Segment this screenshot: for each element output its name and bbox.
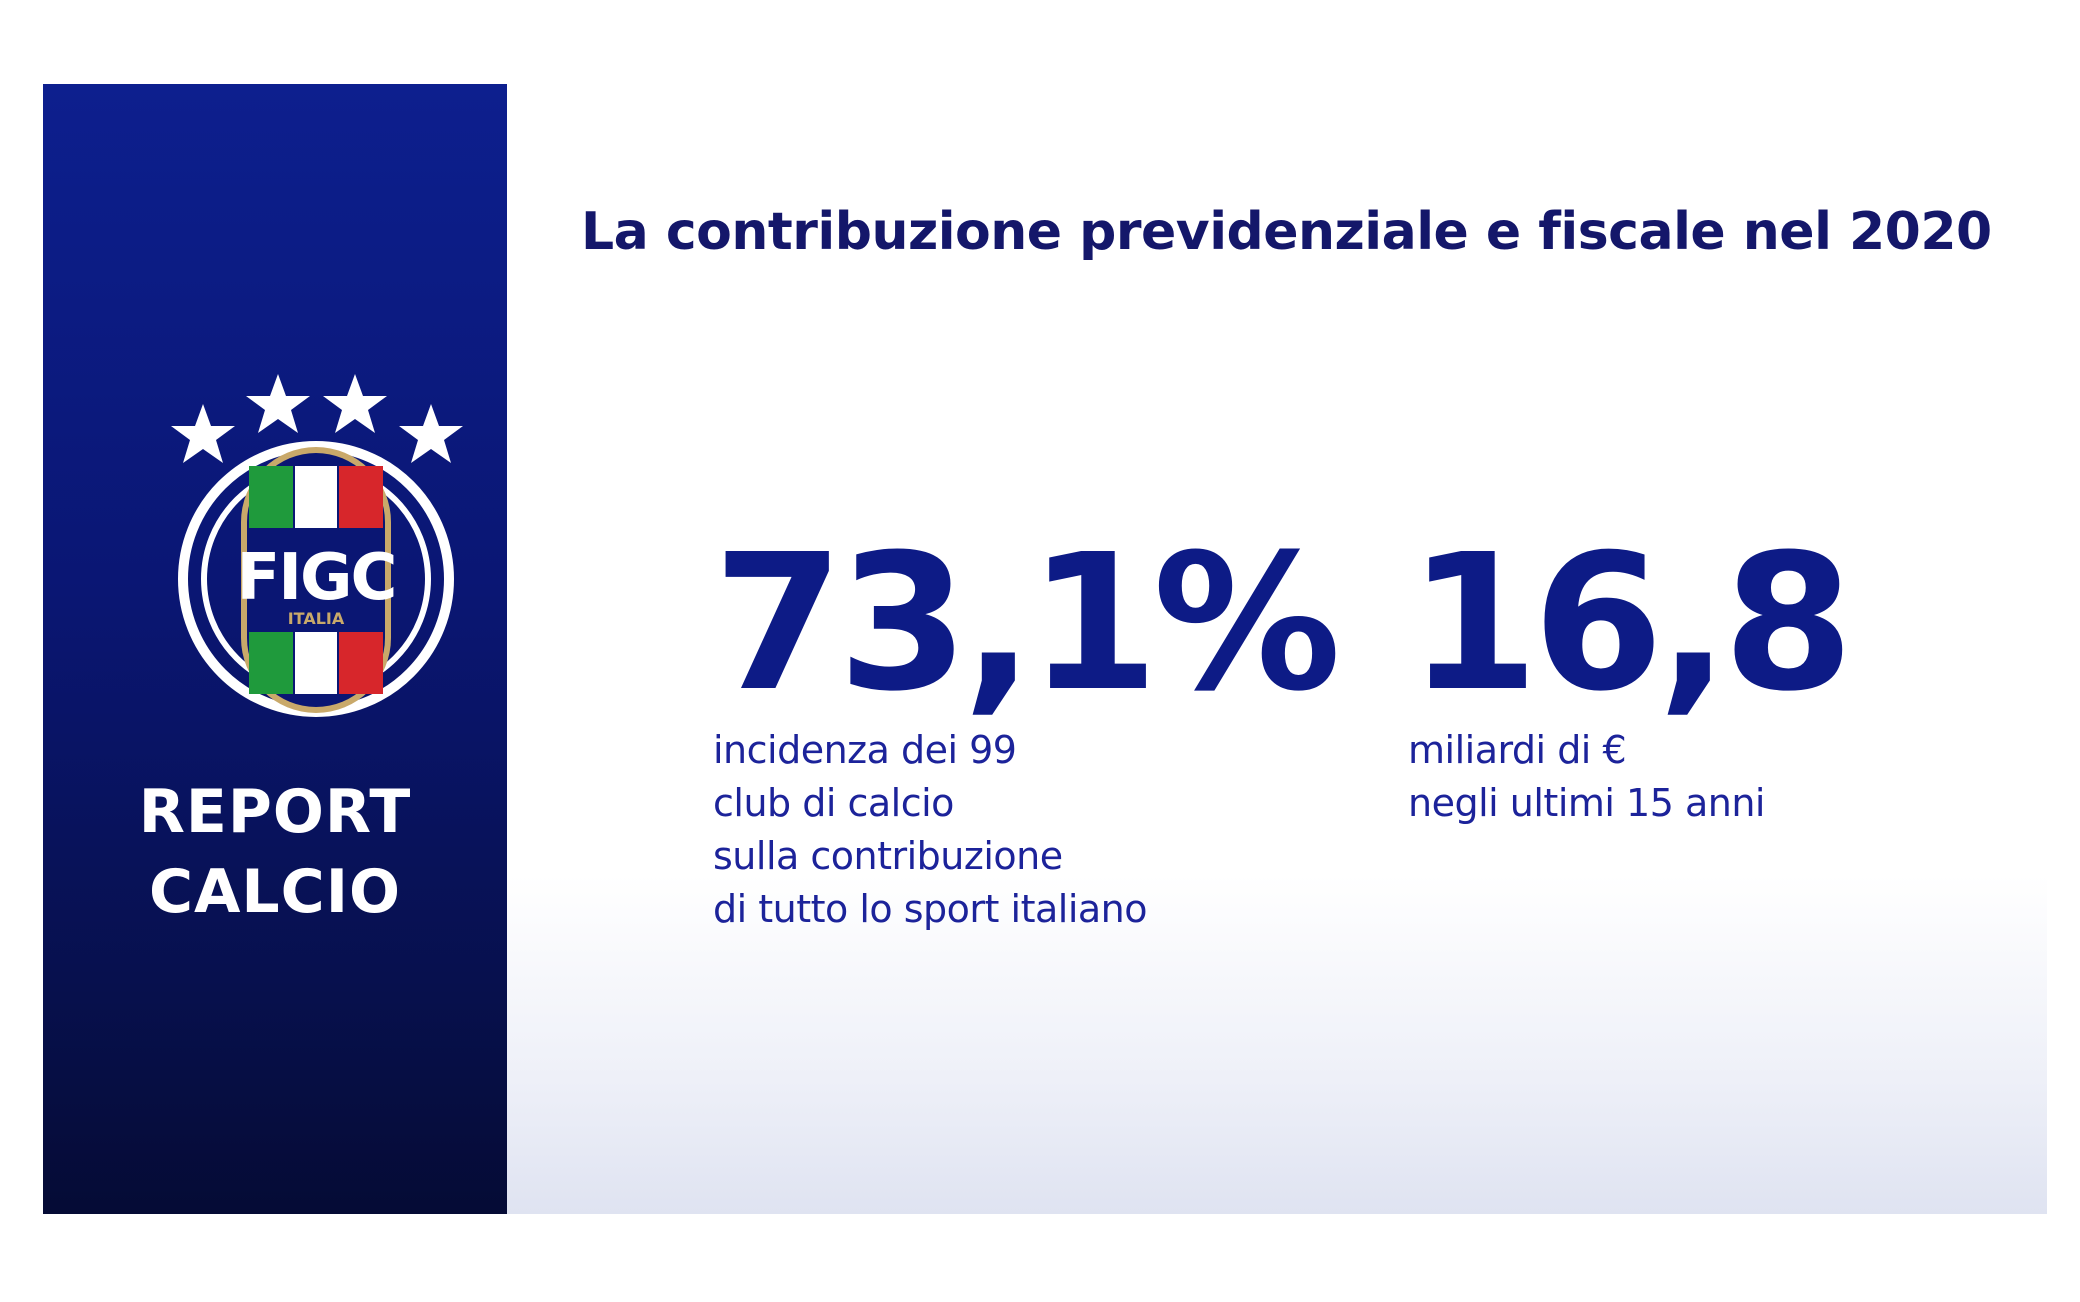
logo-subtext: ITALIA [288,609,345,628]
stat-miliardi: 16,8 miliardi di € negli ultimi 15 anni [1408,514,1854,830]
star-icon [246,374,310,433]
infographic-slide: FIGC ITALIA REPORT CALCIO La contribuzio… [43,84,2047,1214]
star-icon [171,404,235,463]
figc-logo: FIGC ITALIA [171,374,463,717]
stat-description-line: di tutto lo sport italiano [713,887,1148,931]
report-title-line1: REPORT [138,777,412,847]
sidebar-panel: FIGC ITALIA REPORT CALCIO [43,84,507,1214]
report-title-line2: CALCIO [148,857,402,927]
star-icon [323,374,387,433]
logo-text: FIGC [236,541,395,615]
stat-description-line: club di calcio [713,781,954,825]
stat-incidenza: 73,1% incidenza dei 99 club di calcio su… [713,514,1341,936]
stat-description-line: miliardi di € [1408,728,1627,772]
stat-description: incidenza dei 99 club di calcio sulla co… [713,724,1335,936]
stat-description: miliardi di € negli ultimi 15 anni [1408,724,1848,830]
stat-value: 73,1% [713,514,1341,733]
stat-value: 16,8 [1408,514,1854,733]
star-icon [399,404,463,463]
stat-description-line: incidenza dei 99 [713,728,1017,772]
stat-description-line: sulla contribuzione [713,834,1063,878]
stat-description-line: negli ultimi 15 anni [1408,781,1765,825]
headline: La contribuzione previdenziale e fiscale… [581,202,1992,262]
